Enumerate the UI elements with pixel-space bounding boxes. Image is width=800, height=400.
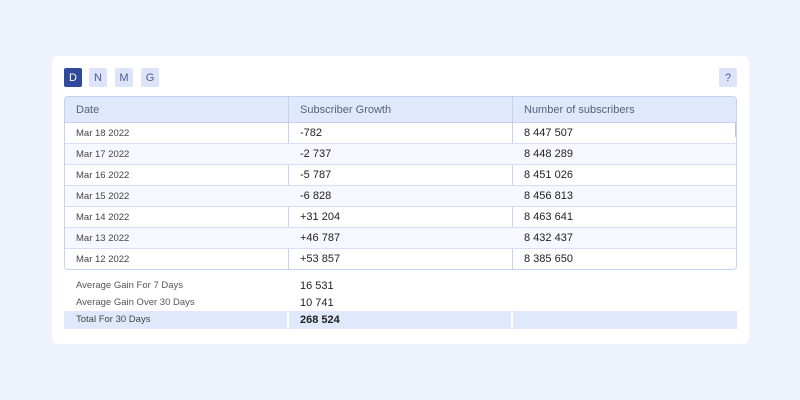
cell-growth: +31 204 bbox=[300, 211, 341, 223]
cell-date: Mar 14 2022 bbox=[76, 212, 130, 223]
table-row[interactable]: Mar 13 2022 +46 787 8 432 437 bbox=[65, 228, 736, 249]
summary-label: Average Gain For 7 Days bbox=[76, 280, 184, 291]
summary-avg-30-days: Average Gain Over 30 Days 10 741 bbox=[64, 294, 737, 312]
cell-growth: -2 737 bbox=[300, 148, 332, 160]
cell-date: Mar 15 2022 bbox=[76, 191, 130, 202]
column-divider bbox=[288, 97, 289, 269]
cell-date: Mar 16 2022 bbox=[76, 170, 130, 181]
table-row[interactable]: Mar 14 2022 +31 204 8 463 641 bbox=[65, 207, 736, 228]
summary-value: 10 741 bbox=[300, 297, 334, 309]
table-row[interactable]: Mar 15 2022 -6 828 8 456 813 bbox=[65, 186, 736, 207]
period-button-g[interactable]: G bbox=[141, 68, 159, 87]
help-button[interactable]: ? bbox=[719, 68, 737, 87]
table-row[interactable]: Mar 17 2022 -2 737 8 448 289 bbox=[65, 144, 736, 165]
table-scrollbar[interactable] bbox=[735, 123, 736, 137]
summary-label: Average Gain Over 30 Days bbox=[76, 297, 195, 308]
table-row[interactable]: Mar 12 2022 +53 857 8 385 650 bbox=[65, 249, 736, 269]
summary-total-30-days: Total For 30 Days 268 524 bbox=[64, 311, 737, 329]
cell-growth: +46 787 bbox=[300, 232, 341, 244]
cell-growth: -5 787 bbox=[300, 169, 332, 181]
cell-date: Mar 18 2022 bbox=[76, 128, 130, 139]
column-divider bbox=[512, 97, 513, 269]
period-button-d[interactable]: D bbox=[64, 68, 82, 87]
period-button-m[interactable]: M bbox=[115, 68, 133, 87]
table-row[interactable]: Mar 18 2022 -782 8 447 507 bbox=[65, 123, 736, 144]
table-header: Date Subscriber Growth Number of subscri… bbox=[65, 97, 736, 123]
header-subscribers[interactable]: Number of subscribers bbox=[524, 104, 635, 116]
summary-value: 16 531 bbox=[300, 280, 334, 292]
stats-card: D N M G ? Date Subscriber Growth Number … bbox=[52, 56, 749, 344]
table-body[interactable]: Mar 18 2022 -782 8 447 507 Mar 17 2022 -2 73… bbox=[65, 123, 736, 269]
column-divider bbox=[511, 311, 513, 329]
cell-subscribers: 8 448 289 bbox=[524, 148, 573, 160]
header-date[interactable]: Date bbox=[76, 104, 100, 116]
cell-growth: -782 bbox=[300, 127, 323, 139]
summary-label: Total For 30 Days bbox=[76, 314, 151, 325]
cell-date: Mar 12 2022 bbox=[76, 254, 130, 265]
header-growth[interactable]: Subscriber Growth bbox=[300, 104, 392, 116]
subscribers-table: Date Subscriber Growth Number of subscri… bbox=[64, 96, 737, 270]
cell-date: Mar 17 2022 bbox=[76, 149, 130, 160]
table-row[interactable]: Mar 16 2022 -5 787 8 451 026 bbox=[65, 165, 736, 186]
cell-subscribers: 8 447 507 bbox=[524, 127, 573, 139]
cell-growth: -6 828 bbox=[300, 190, 332, 202]
cell-subscribers: 8 463 641 bbox=[524, 211, 573, 223]
cell-subscribers: 8 385 650 bbox=[524, 253, 573, 265]
cell-subscribers: 8 456 813 bbox=[524, 190, 573, 202]
summary-value: 268 524 bbox=[300, 314, 340, 326]
cell-growth: +53 857 bbox=[300, 253, 341, 265]
period-button-n[interactable]: N bbox=[89, 68, 107, 87]
cell-subscribers: 8 451 026 bbox=[524, 169, 573, 181]
cell-subscribers: 8 432 437 bbox=[524, 232, 573, 244]
cell-date: Mar 13 2022 bbox=[76, 233, 130, 244]
column-divider bbox=[287, 311, 289, 329]
summary-avg-7-days: Average Gain For 7 Days 16 531 bbox=[64, 277, 737, 295]
